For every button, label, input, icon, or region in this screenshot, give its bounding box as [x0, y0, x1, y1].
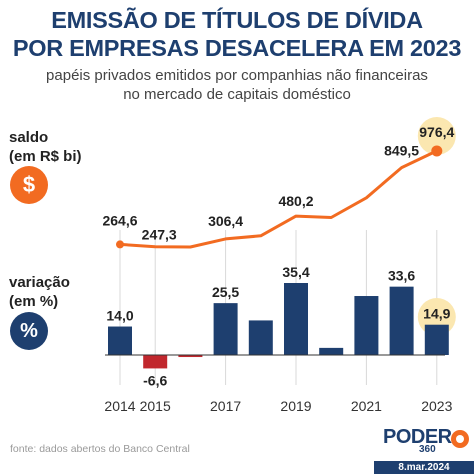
- page-subtitle: papéis privados emitidos por companhias …: [0, 66, 474, 104]
- poder360-logo: PODER 360: [383, 426, 473, 462]
- logo-sub-text: 360: [419, 444, 436, 455]
- bar-2016: [178, 355, 203, 358]
- line-label-2014: 264,6: [102, 212, 137, 228]
- bar-2021: [354, 296, 379, 355]
- highlight-2023-saldo: [417, 117, 456, 155]
- line-label-2019: 480,2: [278, 193, 313, 209]
- variacao-label: variação (em %): [9, 273, 70, 311]
- bar-2015: [143, 355, 168, 369]
- date-badge: 8.mar.2024: [374, 461, 474, 474]
- subtitle-line-2: no mercado de capitais doméstico: [123, 86, 351, 103]
- saldo-label-line-2: (em R$ bi): [9, 148, 82, 165]
- line-label-2015: 247,3: [142, 227, 177, 243]
- bar-label-2017: 25,5: [212, 284, 239, 300]
- line-point-2023: [431, 145, 443, 157]
- saldo-label-line-1: saldo: [9, 129, 49, 146]
- saldo-line: [119, 149, 438, 249]
- line-label-2022: 849,5: [384, 143, 419, 159]
- percent-icon: %: [10, 312, 48, 350]
- x-tick-2014: 2014: [104, 398, 135, 414]
- bar-2014: [108, 326, 132, 355]
- line-point-2014: [116, 240, 124, 249]
- x-tick-2017: 2017: [210, 398, 241, 414]
- logo-main-text: PODER: [383, 426, 452, 448]
- bar-2017: [213, 303, 238, 355]
- bar-label-2023: 14,9: [423, 306, 450, 322]
- x-axis-ticks: 2014 2015 2017 2019 2021 2023: [104, 398, 452, 414]
- dollar-icon-glyph: $: [22, 172, 36, 197]
- bar-series: [108, 283, 449, 369]
- bar-label-2019: 35,4: [282, 264, 309, 280]
- logo-burst-icon: [451, 430, 469, 448]
- bar-label-2022: 33,6: [388, 268, 415, 284]
- saldo-label: saldo (em R$ bi): [9, 128, 82, 166]
- bar-2023: [424, 324, 449, 355]
- line-series: [116, 145, 443, 249]
- variacao-label-line-1: variação: [9, 274, 70, 291]
- x-tick-2023: 2023: [421, 398, 452, 414]
- source-note: fonte: dados abertos do Banco Central: [10, 443, 190, 455]
- line-label-2023: 976,4: [419, 124, 454, 140]
- variacao-label-line-2: (em %): [9, 293, 59, 310]
- bar-2019: [284, 283, 308, 355]
- percent-icon-glyph: %: [20, 319, 38, 342]
- title-line-2: POR EMPRESAS DESACELERA EM 2023: [12, 35, 462, 61]
- x-tick-2015: 2015: [140, 398, 171, 414]
- line-label-2017: 306,4: [208, 213, 243, 229]
- title-line-1: EMISSÃO DE TÍTULOS DE DÍVIDA: [51, 7, 423, 33]
- bar-label-2015: -6,6: [143, 372, 167, 388]
- bar-2020: [319, 347, 344, 355]
- dollar-icon: $: [10, 166, 48, 204]
- subtitle-line-1: papéis privados emitidos por companhias …: [46, 67, 428, 84]
- x-tick-2019: 2019: [280, 398, 311, 414]
- x-tick-2021: 2021: [351, 398, 382, 414]
- bar-2022: [389, 286, 414, 355]
- bar-label-2014: 14,0: [106, 308, 133, 324]
- page-title: EMISSÃO DE TÍTULOS DE DÍVIDA POR EMPRESA…: [0, 6, 474, 62]
- bar-2018: [248, 320, 273, 355]
